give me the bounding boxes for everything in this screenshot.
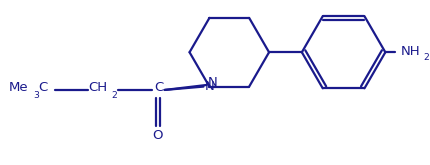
Text: C: C <box>38 82 48 94</box>
Text: N: N <box>204 80 214 93</box>
Text: CH: CH <box>88 82 107 94</box>
Text: NH: NH <box>399 45 419 58</box>
Text: Me: Me <box>9 82 28 94</box>
Text: 2: 2 <box>422 53 428 62</box>
Text: 2: 2 <box>111 91 117 100</box>
Text: O: O <box>152 129 163 142</box>
Text: C: C <box>154 82 163 94</box>
Text: 3: 3 <box>34 91 39 100</box>
Text: N: N <box>207 77 217 89</box>
